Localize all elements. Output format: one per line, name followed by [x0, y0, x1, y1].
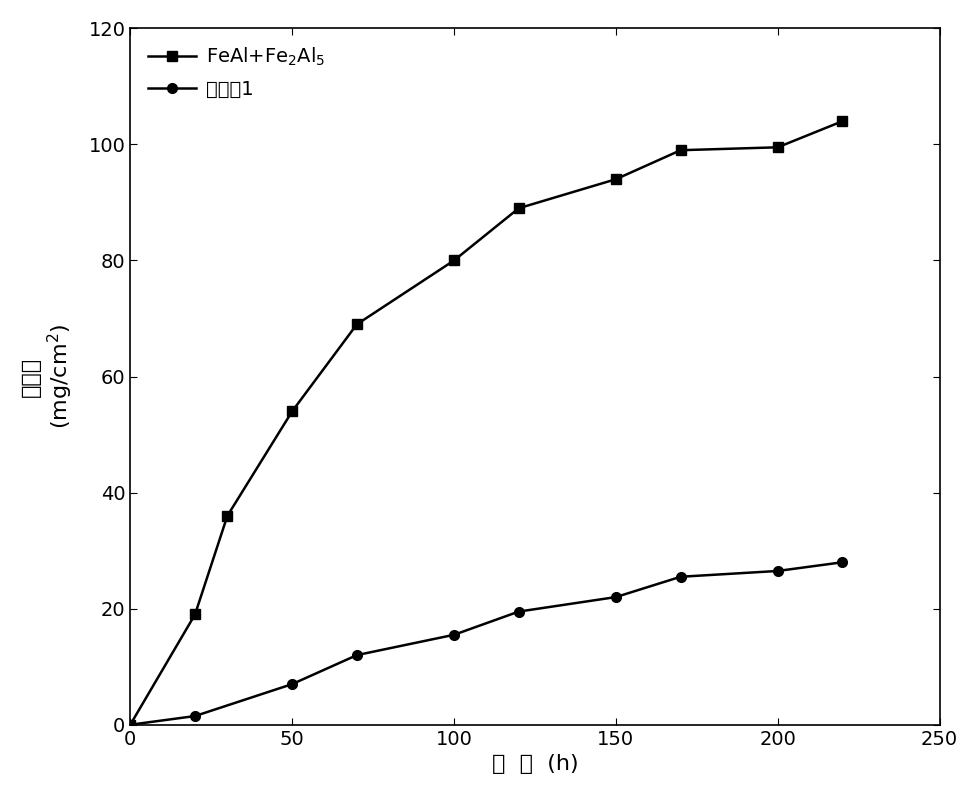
实施例1 [771, 566, 782, 576]
FeAl+Fe$_2$Al$_5$ [351, 320, 363, 329]
实施例1 [609, 592, 621, 602]
实施例1 [512, 607, 524, 616]
X-axis label: 时  间  (h): 时 间 (h) [491, 754, 578, 774]
Legend: FeAl+Fe$_2$Al$_5$, 实施例1: FeAl+Fe$_2$Al$_5$, 实施例1 [140, 38, 333, 107]
实施例1 [124, 720, 136, 730]
实施例1 [836, 557, 848, 567]
实施例1 [189, 712, 200, 721]
FeAl+Fe$_2$Al$_5$ [771, 142, 782, 152]
FeAl+Fe$_2$Al$_5$ [674, 145, 686, 155]
FeAl+Fe$_2$Al$_5$ [512, 204, 524, 213]
FeAl+Fe$_2$Al$_5$ [286, 406, 297, 416]
Y-axis label: 增重量
(mg/cm$^2$): 增重量 (mg/cm$^2$) [21, 324, 74, 429]
FeAl+Fe$_2$Al$_5$ [221, 511, 233, 521]
FeAl+Fe$_2$Al$_5$ [124, 720, 136, 730]
实施例1 [674, 572, 686, 581]
实施例1 [286, 680, 297, 689]
Line: 实施例1: 实施例1 [125, 557, 847, 730]
实施例1 [448, 630, 460, 639]
FeAl+Fe$_2$Al$_5$ [836, 116, 848, 126]
FeAl+Fe$_2$Al$_5$ [609, 174, 621, 184]
Line: FeAl+Fe$_2$Al$_5$: FeAl+Fe$_2$Al$_5$ [125, 116, 847, 730]
FeAl+Fe$_2$Al$_5$ [448, 256, 460, 266]
FeAl+Fe$_2$Al$_5$ [189, 610, 200, 619]
实施例1 [351, 650, 363, 660]
